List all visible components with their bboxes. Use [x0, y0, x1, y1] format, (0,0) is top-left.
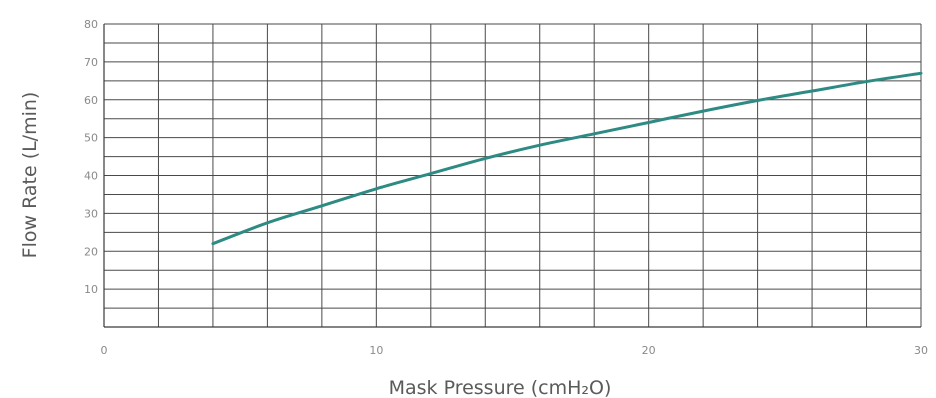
y-axis-title: Flow Rate (L/min) — [19, 92, 41, 259]
grid — [104, 23, 922, 327]
y-tick-label: 70 — [84, 56, 98, 69]
x-tick-label: 30 — [914, 344, 928, 357]
x-tick-label: 0 — [101, 344, 108, 357]
y-tick-label: 50 — [84, 132, 98, 145]
tick-labels: 0 10 20 30 10 20 30 40 50 60 70 80 — [84, 18, 928, 357]
x-axis-title: Mask Pressure (cmH₂O) — [389, 377, 612, 398]
y-tick-label: 20 — [84, 245, 98, 258]
series-line-0 — [211, 71, 923, 246]
y-tick-label: 30 — [84, 207, 98, 220]
x-tick-label: 20 — [642, 344, 656, 357]
axes — [103, 24, 921, 328]
y-tick-label: 60 — [84, 94, 98, 107]
y-tick-label: 80 — [84, 18, 98, 31]
y-tick-label: 10 — [84, 283, 98, 296]
series-layer — [211, 71, 923, 246]
y-tick-label: 40 — [84, 170, 98, 183]
x-tick-label: 10 — [369, 344, 383, 357]
